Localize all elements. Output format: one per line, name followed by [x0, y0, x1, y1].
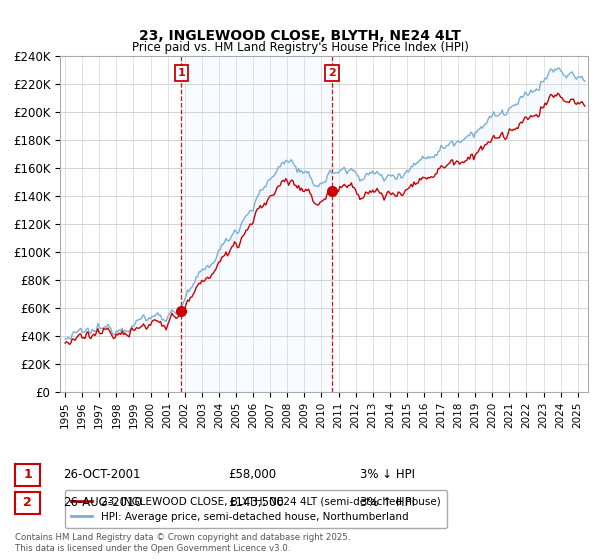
Text: 23, INGLEWOOD CLOSE, BLYTH, NE24 4LT: 23, INGLEWOOD CLOSE, BLYTH, NE24 4LT [139, 29, 461, 44]
Text: £58,000: £58,000 [228, 468, 276, 482]
Text: Contains HM Land Registry data © Crown copyright and database right 2025.
This d: Contains HM Land Registry data © Crown c… [15, 533, 350, 553]
Text: 3% ↑ HPI: 3% ↑ HPI [360, 496, 415, 510]
Text: 26-OCT-2001: 26-OCT-2001 [63, 468, 140, 482]
Text: £143,500: £143,500 [228, 496, 284, 510]
Bar [181, 56, 332, 392]
Legend: 23, INGLEWOOD CLOSE, BLYTH, NE24 4LT (semi-detached house), HPI: Average price, : 23, INGLEWOOD CLOSE, BLYTH, NE24 4LT (se… [65, 490, 446, 528]
Text: 3% ↓ HPI: 3% ↓ HPI [360, 468, 415, 482]
Text: 1: 1 [178, 68, 185, 78]
Text: 1: 1 [23, 468, 32, 482]
Text: 26-AUG-2010: 26-AUG-2010 [63, 496, 142, 510]
Text: Price paid vs. HM Land Registry's House Price Index (HPI): Price paid vs. HM Land Registry's House … [131, 41, 469, 54]
Text: 2: 2 [328, 68, 336, 78]
Text: 2: 2 [23, 496, 32, 510]
